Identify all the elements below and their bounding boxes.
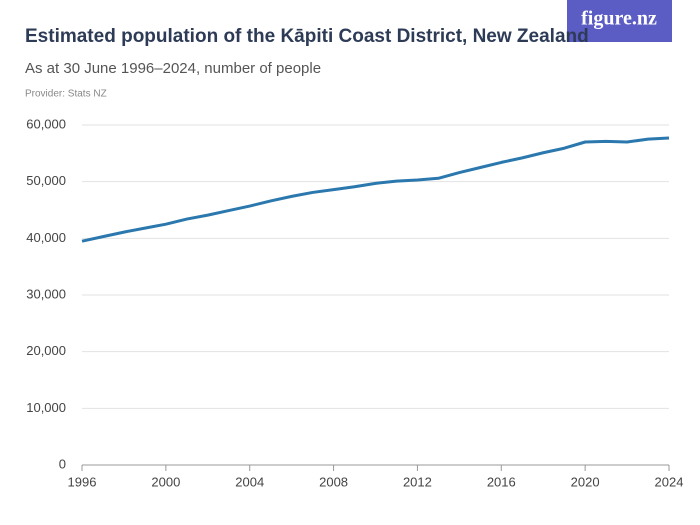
y-tick-label: 0 bbox=[59, 456, 66, 471]
x-tick-label: 2012 bbox=[403, 474, 432, 489]
y-tick-label: 50,000 bbox=[26, 173, 66, 188]
y-tick-label: 60,000 bbox=[26, 116, 66, 131]
chart-title: Estimated population of the Kāpiti Coast… bbox=[25, 26, 589, 47]
x-tick-label: 2024 bbox=[655, 474, 684, 489]
chart-subtitle: As at 30 June 1996–2024, number of peopl… bbox=[25, 60, 321, 77]
x-tick-label: 2000 bbox=[151, 474, 180, 489]
y-tick-label: 20,000 bbox=[26, 343, 66, 358]
y-tick-label: 40,000 bbox=[26, 230, 66, 245]
x-tick-label: 1996 bbox=[68, 474, 97, 489]
line bbox=[81, 136, 670, 243]
x-tick-label: 2016 bbox=[487, 474, 516, 489]
y-tick-label: 10,000 bbox=[26, 400, 66, 415]
logo[interactable]: figure.nz bbox=[581, 8, 657, 30]
logo-box bbox=[567, 0, 672, 42]
provider: Provider: Stats NZ bbox=[25, 89, 107, 100]
x-tick-label: 2008 bbox=[319, 474, 348, 489]
x-tick-label: 2004 bbox=[235, 474, 264, 489]
y-tick-label: 30,000 bbox=[26, 286, 66, 301]
x-tick-label: 2020 bbox=[571, 474, 600, 489]
